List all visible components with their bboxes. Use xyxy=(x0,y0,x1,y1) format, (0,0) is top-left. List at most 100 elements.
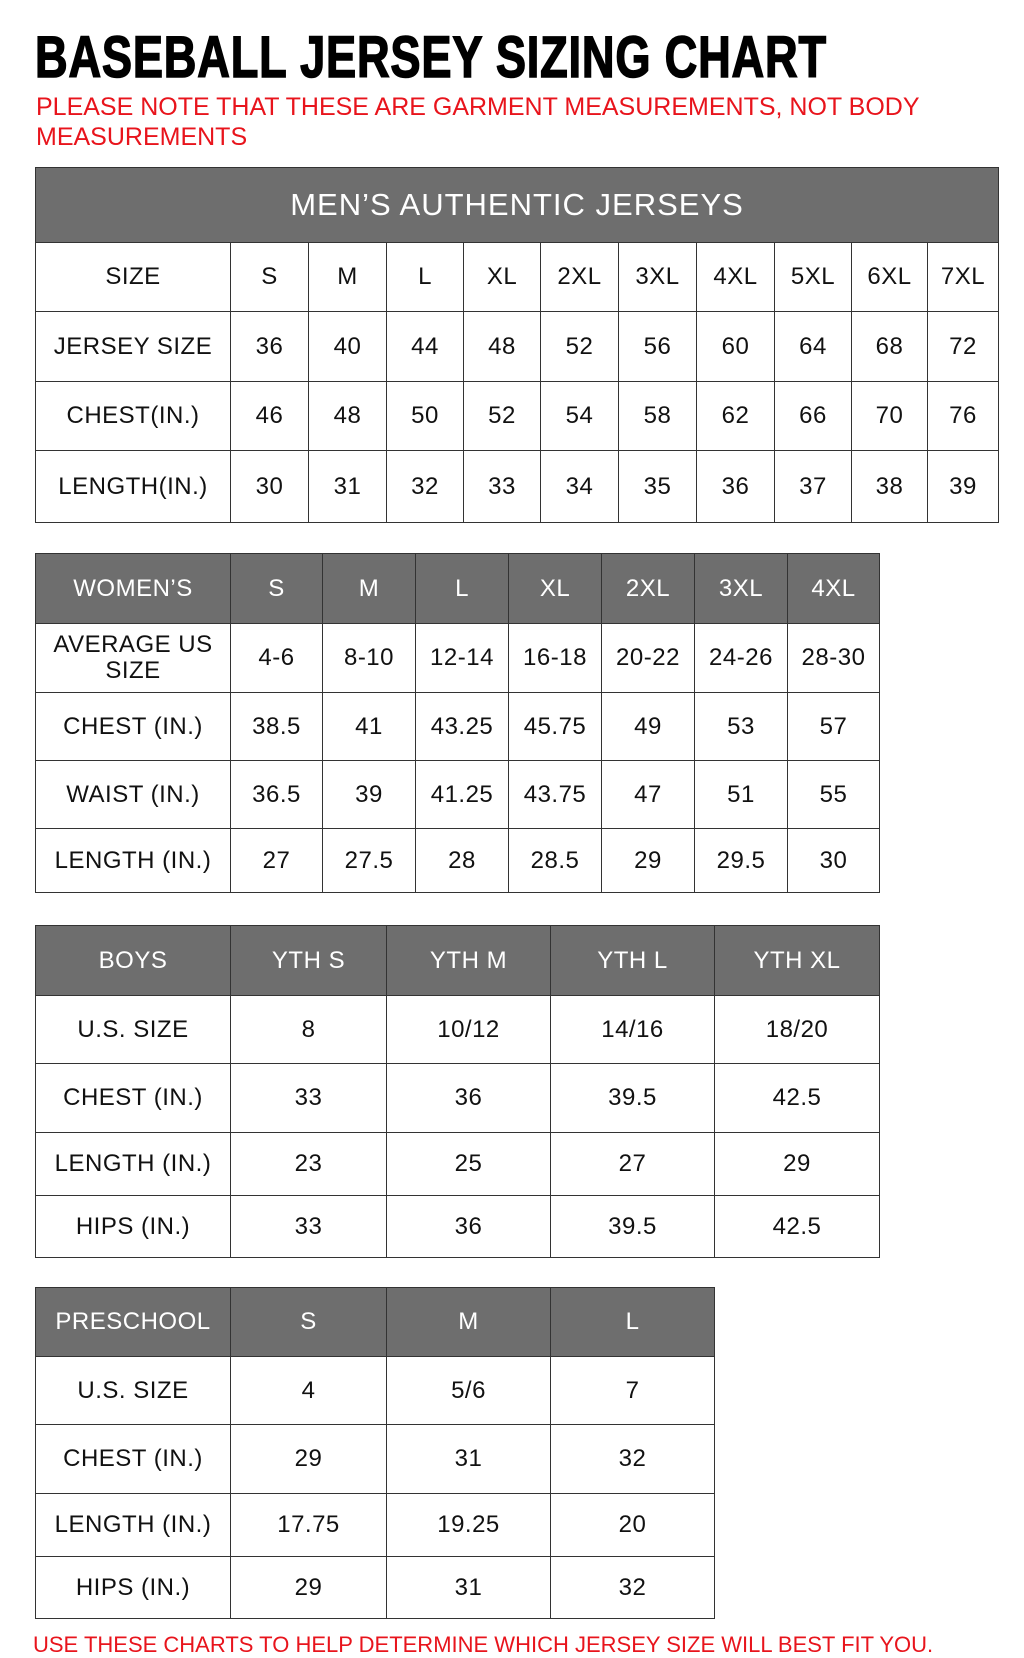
table-header-row: BOYS YTH S YTH M YTH L YTH XL xyxy=(35,925,880,996)
garment-note: PLEASE NOTE THAT THESE ARE GARMENT MEASU… xyxy=(36,93,920,151)
row-label: BOYS xyxy=(35,925,231,996)
table-row: CHEST (IN.) 29 31 32 xyxy=(35,1424,715,1494)
table-cell: 54 xyxy=(540,381,619,451)
table-cell: 2XL xyxy=(540,242,619,312)
table-row: U.S. SIZE 4 5/6 7 xyxy=(35,1356,715,1425)
mens-table-caption: MEN’S AUTHENTIC JERSEYS xyxy=(34,167,1000,243)
table-cell: 41 xyxy=(322,692,416,761)
page-title: BASEBALL JERSEY SIZING CHART xyxy=(34,24,827,91)
table-cell: 27.5 xyxy=(322,828,416,893)
table-cell: M xyxy=(308,242,387,312)
table-cell: 53 xyxy=(694,692,788,761)
table-cell: 4XL xyxy=(787,553,880,624)
table-cell: L xyxy=(415,553,509,624)
table-cell: 76 xyxy=(926,381,1000,451)
mens-size-table: MEN’S AUTHENTIC JERSEYS SIZE S M L XL 2XL 3XL 4… xyxy=(34,167,1000,523)
table-cell: YTH S xyxy=(230,925,387,996)
table-cell: 30 xyxy=(230,450,309,523)
table-cell: 31 xyxy=(386,1556,551,1619)
table-cell: 42.5 xyxy=(714,1195,880,1258)
table-cell: 36 xyxy=(386,1063,551,1133)
table-cell: 3XL xyxy=(694,553,788,624)
table-cell: 45.75 xyxy=(508,692,602,761)
table-cell: 33 xyxy=(230,1195,387,1258)
table-cell: 8 xyxy=(230,995,387,1064)
table-cell: L xyxy=(386,242,464,312)
table-row: LENGTH(IN.) 30 31 32 33 34 35 36 37 38 39 xyxy=(35,450,1000,523)
table-cell: YTH M xyxy=(386,925,551,996)
table-cell: 29 xyxy=(714,1132,880,1196)
row-label: HIPS (IN.) xyxy=(35,1195,231,1258)
table-cell: 34 xyxy=(540,450,619,523)
row-label: U.S. SIZE xyxy=(35,1356,231,1425)
table-cell: 62 xyxy=(696,381,775,451)
table-row: WAIST (IN.) 36.5 39 41.25 43.75 47 51 55 xyxy=(35,760,880,829)
table-cell: 39 xyxy=(926,450,1000,523)
table-cell: 28.5 xyxy=(508,828,602,893)
table-cell: 4 xyxy=(230,1356,387,1425)
womens-size-table: WOMEN’S S M L XL 2XL 3XL 4XL AVERAGE US SIZE 4-6 8… xyxy=(35,553,880,893)
table-cell: 27 xyxy=(550,1132,715,1196)
row-label: PRESCHOOL xyxy=(35,1287,231,1357)
table-row: CHEST (IN.) 38.5 41 43.25 45.75 49 53 57 xyxy=(35,692,880,761)
row-label: JERSEY SIZE xyxy=(35,311,231,382)
table-row: LENGTH (IN.) 17.75 19.25 20 xyxy=(35,1493,715,1557)
table-cell: 46 xyxy=(230,381,309,451)
table-cell: 72 xyxy=(926,311,1000,382)
table-cell: 5XL xyxy=(774,242,852,312)
table-cell: S xyxy=(230,553,323,624)
table-cell: 64 xyxy=(774,311,852,382)
table-cell: 48 xyxy=(308,381,387,451)
table-cell: 5/6 xyxy=(386,1356,551,1425)
table-cell: 41.25 xyxy=(415,760,509,829)
table-cell: 38.5 xyxy=(230,692,323,761)
row-label: LENGTH(IN.) xyxy=(35,450,231,523)
table-cell: 66 xyxy=(774,381,852,451)
table-cell: 52 xyxy=(463,381,541,451)
table-cell: 17.75 xyxy=(230,1493,387,1557)
table-row: JERSEY SIZE 36 40 44 48 52 56 60 64 68 72 xyxy=(35,311,1000,382)
table-cell: 38 xyxy=(851,450,928,523)
table-cell: 36 xyxy=(386,1195,551,1258)
table-cell: 3XL xyxy=(618,242,697,312)
table-cell: 47 xyxy=(601,760,695,829)
row-label: CHEST (IN.) xyxy=(35,1063,231,1133)
table-cell: 36 xyxy=(230,311,309,382)
table-cell: 16-18 xyxy=(508,623,602,693)
table-row: LENGTH (IN.) 23 25 27 29 xyxy=(35,1132,880,1196)
table-cell: 31 xyxy=(386,1424,551,1494)
table-cell: 25 xyxy=(386,1132,551,1196)
row-label: CHEST (IN.) xyxy=(35,1424,231,1494)
table-cell: 27 xyxy=(230,828,323,893)
table-header-row: WOMEN’S S M L XL 2XL 3XL 4XL xyxy=(35,553,880,624)
table-cell: 43.75 xyxy=(508,760,602,829)
table-cell: L xyxy=(550,1287,715,1357)
row-label: LENGTH (IN.) xyxy=(35,1132,231,1196)
preschool-size-table: PRESCHOOL S M L U.S. SIZE 4 5/6 7 CHEST (IN.) 29 3… xyxy=(35,1287,715,1619)
table-cell: 36.5 xyxy=(230,760,323,829)
table-cell: 35 xyxy=(618,450,697,523)
row-label: CHEST(IN.) xyxy=(35,381,231,451)
row-label: SIZE xyxy=(35,242,231,312)
table-row: HIPS (IN.) 29 31 32 xyxy=(35,1556,715,1619)
table-cell: 8-10 xyxy=(322,623,416,693)
table-cell: 4-6 xyxy=(230,623,323,693)
table-cell: 44 xyxy=(386,311,464,382)
footer-note: USE THESE CHARTS TO HELP DETERMINE WHICH… xyxy=(33,1632,934,1657)
table-cell: 49 xyxy=(601,692,695,761)
table-cell: 40 xyxy=(308,311,387,382)
table-cell: M xyxy=(322,553,416,624)
table-cell: 39.5 xyxy=(550,1063,715,1133)
table-cell: S xyxy=(230,1287,387,1357)
row-label: CHEST (IN.) xyxy=(35,692,231,761)
row-label: U.S. SIZE xyxy=(35,995,231,1064)
row-label: LENGTH (IN.) xyxy=(35,1493,231,1557)
table-cell: 48 xyxy=(463,311,541,382)
table-cell: 70 xyxy=(851,381,928,451)
table-cell: 7XL xyxy=(926,242,1000,312)
table-row: CHEST(IN.) 46 48 50 52 54 58 62 66 70 76 xyxy=(35,381,1000,451)
table-cell: 23 xyxy=(230,1132,387,1196)
table-cell: 2XL xyxy=(601,553,695,624)
table-cell: 43.25 xyxy=(415,692,509,761)
table-cell: 28 xyxy=(415,828,509,893)
